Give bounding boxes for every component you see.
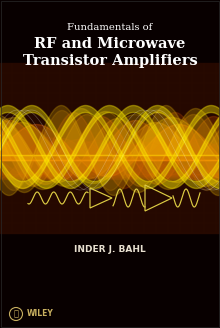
- Text: Ⓦ: Ⓦ: [13, 310, 18, 318]
- Text: INDER J. BAHL: INDER J. BAHL: [74, 245, 146, 255]
- Text: WILEY: WILEY: [27, 310, 54, 318]
- Text: RF and Microwave: RF and Microwave: [34, 37, 186, 51]
- Bar: [0, 63, 220, 233]
- Text: Fundamentals of: Fundamentals of: [67, 24, 153, 32]
- Text: Transistor Amplifiers: Transistor Amplifiers: [23, 54, 197, 68]
